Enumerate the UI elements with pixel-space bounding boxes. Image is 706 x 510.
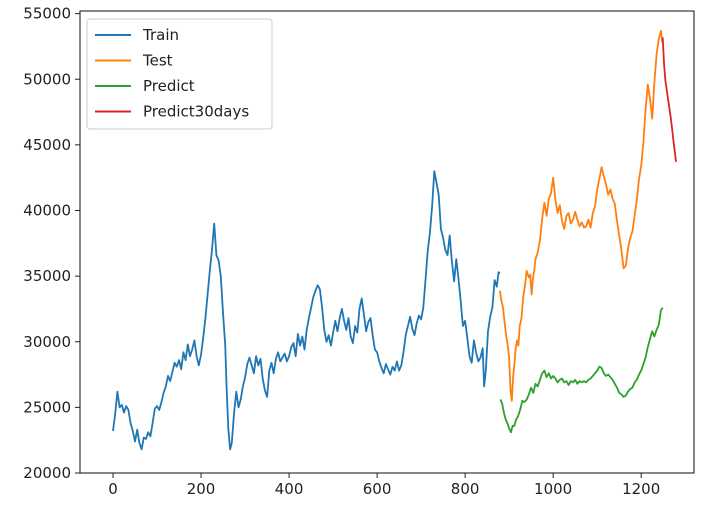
series-line-predict — [499, 307, 664, 434]
legend-label-train: Train — [142, 26, 179, 44]
y-tick-label: 30000 — [23, 333, 71, 351]
x-tick-label: 1200 — [622, 480, 660, 498]
x-tick-label: 200 — [187, 480, 216, 498]
y-tick-label: 35000 — [23, 267, 71, 285]
series-line-predict30days — [661, 37, 677, 163]
series-line-train — [112, 170, 501, 451]
x-tick-label: 1000 — [534, 480, 572, 498]
axis-layer: 0 200 400 600 800 1000 1200 20000 25000 30000 3500… — [23, 5, 660, 498]
series-layer — [112, 29, 677, 451]
y-tick-label: 45000 — [23, 136, 71, 154]
legend-label-test: Test — [142, 52, 173, 70]
series-line-test — [499, 29, 664, 402]
plot-frame — [79, 10, 695, 474]
legend-label-predict30days: Predict30days — [143, 103, 249, 121]
legend-label-predict: Predict — [143, 77, 195, 95]
y-tick-label: 40000 — [23, 202, 71, 220]
legend-box — [86, 18, 273, 130]
y-tick-label: 55000 — [23, 5, 71, 23]
y-tick-label: 20000 — [23, 464, 71, 482]
x-tick-label: 0 — [108, 480, 118, 498]
y-tick-label: 50000 — [23, 70, 71, 88]
y-tick-label: 25000 — [23, 398, 71, 416]
legend: Train Test Predict Predict30days — [86, 18, 273, 130]
x-tick-label: 800 — [451, 480, 480, 498]
x-tick-label: 400 — [275, 480, 304, 498]
x-tick-label: 600 — [363, 480, 392, 498]
